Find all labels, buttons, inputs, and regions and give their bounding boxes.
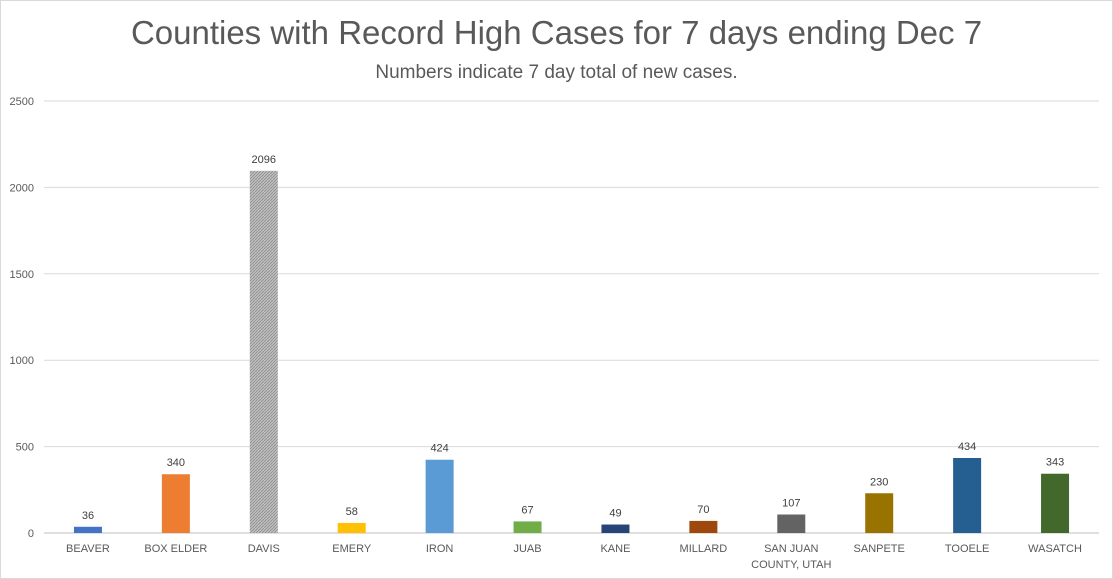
bar	[689, 520, 718, 533]
bar	[953, 458, 982, 533]
data-label: 70	[697, 504, 709, 516]
y-tick-label: 2000	[10, 182, 34, 194]
x-tick-label: KANE	[600, 543, 630, 555]
x-tick-label: WASATCH	[1028, 543, 1082, 555]
bar	[249, 170, 278, 533]
data-label: 2096	[252, 154, 276, 166]
bar	[513, 521, 542, 533]
data-label: 107	[782, 498, 800, 510]
x-tick-label: DAVIS	[248, 543, 280, 555]
data-label: 36	[82, 510, 94, 522]
data-label: 343	[1046, 457, 1064, 469]
chart-subtitle: Numbers indicate 7 day total of new case…	[375, 62, 738, 83]
bar	[337, 522, 366, 533]
y-tick-label: 1000	[10, 355, 34, 367]
x-axis: BEAVER BOX ELDER DAVIS EMERY IRON JUAB KANE MIL…	[66, 543, 1082, 571]
data-label: 230	[870, 476, 888, 488]
x-tick-label: SAN JUAN	[764, 543, 818, 555]
x-tick-label: TOOELE	[945, 543, 989, 555]
data-label: 340	[167, 457, 185, 469]
y-axis: 0 500 1000 1500 2000 2500	[10, 96, 34, 540]
y-tick-label: 1500	[10, 269, 34, 281]
data-label: 434	[958, 441, 976, 453]
data-label: 49	[609, 508, 621, 520]
y-tick-label: 2500	[10, 96, 34, 108]
x-tick-label: JUAB	[513, 543, 541, 555]
data-label: 424	[430, 443, 448, 455]
bar	[777, 514, 806, 533]
bar	[161, 474, 190, 533]
data-label: 58	[346, 506, 358, 518]
x-tick-label: MILLARD	[680, 543, 728, 555]
bar	[601, 524, 630, 533]
y-tick-label: 0	[28, 528, 34, 540]
x-tick-label: BEAVER	[66, 543, 110, 555]
y-tick-label: 500	[16, 442, 34, 454]
x-tick-label: SANPETE	[854, 543, 905, 555]
chart-title: Counties with Record High Cases for 7 da…	[130, 14, 983, 51]
bars: 36 340 2096 58 424 67 49 70 107 230 434 343	[73, 154, 1070, 533]
x-tick-label: BOX ELDER	[144, 543, 207, 555]
x-tick-label: IRON	[426, 543, 454, 555]
gridlines	[44, 100, 1099, 534]
x-tick-label: EMERY	[332, 543, 372, 555]
bar	[425, 459, 454, 533]
data-label: 67	[521, 504, 533, 516]
bar	[865, 493, 894, 533]
bar	[73, 526, 102, 533]
x-tick-label: COUNTY, UTAH	[751, 559, 831, 571]
bar	[1041, 473, 1070, 533]
